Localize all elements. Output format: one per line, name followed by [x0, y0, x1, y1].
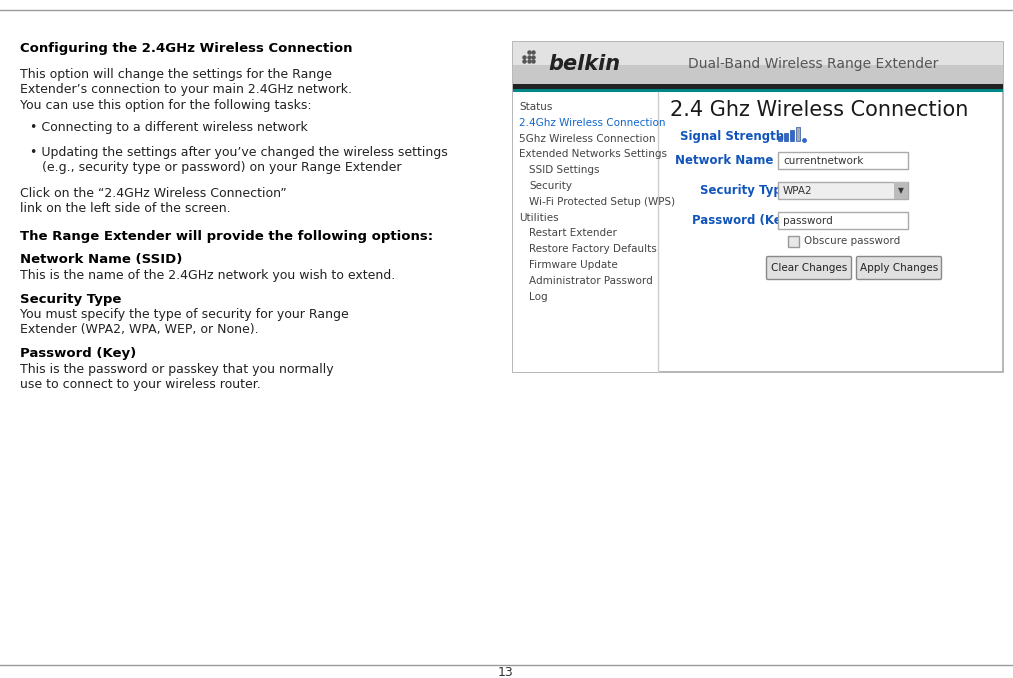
Bar — [778, 136, 782, 141]
Text: Click on the “2.4GHz Wireless Connection”: Click on the “2.4GHz Wireless Connection… — [20, 187, 287, 200]
Text: link on the left side of the screen.: link on the left side of the screen. — [20, 203, 231, 216]
Text: Utilities: Utilities — [519, 213, 558, 222]
Text: Security Type: Security Type — [700, 184, 790, 197]
Text: Extender (WPA2, WPA, WEP, or None).: Extender (WPA2, WPA, WEP, or None). — [20, 323, 258, 336]
Text: Wi-Fi Protected Setup (WPS): Wi-Fi Protected Setup (WPS) — [529, 197, 675, 207]
Bar — [513, 42, 1003, 65]
Text: Log: Log — [529, 292, 548, 302]
Text: Firmware Update: Firmware Update — [529, 260, 618, 270]
Text: Security: Security — [529, 181, 572, 191]
Text: Apply Changes: Apply Changes — [860, 263, 938, 273]
Text: Network Name (SSID): Network Name (SSID) — [675, 154, 819, 167]
Text: You can use this option for the following tasks:: You can use this option for the followin… — [20, 99, 312, 112]
Bar — [790, 130, 794, 141]
Bar — [513, 42, 1003, 372]
Text: Obscure password: Obscure password — [804, 237, 901, 247]
Text: Restart Extender: Restart Extender — [529, 228, 617, 239]
Bar — [788, 236, 799, 247]
Bar — [513, 84, 1003, 89]
Bar — [784, 133, 788, 141]
Text: ▼: ▼ — [899, 186, 904, 195]
Text: Signal Strength: Signal Strength — [680, 130, 784, 143]
Text: (e.g., security type or password) on your Range Extender: (e.g., security type or password) on you… — [42, 161, 401, 174]
Text: Restore Factory Defaults: Restore Factory Defaults — [529, 244, 656, 254]
Text: use to connect to your wireless router.: use to connect to your wireless router. — [20, 378, 260, 391]
Bar — [513, 89, 1003, 92]
Text: The Range Extender will provide the following options:: The Range Extender will provide the foll… — [20, 230, 434, 243]
Text: SSID Settings: SSID Settings — [529, 165, 600, 175]
Text: Configuring the 2.4GHz Wireless Connection: Configuring the 2.4GHz Wireless Connecti… — [20, 42, 353, 55]
Text: You must specify the type of security for your Range: You must specify the type of security fo… — [20, 308, 348, 321]
Bar — [778, 152, 908, 169]
Text: • Updating the settings after you’ve changed the wireless settings: • Updating the settings after you’ve cha… — [30, 146, 448, 159]
Text: Extender’s connection to your main 2.4GHz network.: Extender’s connection to your main 2.4GH… — [20, 83, 352, 96]
Text: This option will change the settings for the Range: This option will change the settings for… — [20, 68, 332, 81]
Text: 13: 13 — [498, 666, 514, 678]
Text: 5Ghz Wireless Connection: 5Ghz Wireless Connection — [519, 134, 655, 144]
Text: belkin: belkin — [548, 54, 620, 74]
Bar — [796, 127, 800, 141]
Bar — [778, 182, 908, 199]
Text: Status: Status — [519, 102, 552, 112]
Bar — [513, 42, 1003, 84]
Text: password: password — [783, 216, 833, 226]
Text: Administrator Password: Administrator Password — [529, 276, 652, 286]
Bar — [894, 182, 908, 199]
FancyBboxPatch shape — [857, 256, 941, 279]
Text: Password (Key): Password (Key) — [692, 214, 795, 227]
Text: Extended Networks Settings: Extended Networks Settings — [519, 149, 667, 159]
Text: Clear Changes: Clear Changes — [771, 263, 847, 273]
Bar — [778, 212, 908, 229]
Text: Dual-Band Wireless Range Extender: Dual-Band Wireless Range Extender — [688, 57, 938, 71]
Bar — [513, 92, 658, 372]
Text: 2.4 Ghz Wireless Connection: 2.4 Ghz Wireless Connection — [670, 100, 968, 120]
Text: 2.4Ghz Wireless Connection: 2.4Ghz Wireless Connection — [519, 118, 666, 127]
FancyBboxPatch shape — [767, 256, 852, 279]
Text: This is the name of the 2.4GHz network you wish to extend.: This is the name of the 2.4GHz network y… — [20, 269, 395, 282]
Text: Network Name (SSID): Network Name (SSID) — [20, 254, 182, 266]
Text: Password (Key): Password (Key) — [20, 347, 137, 360]
Text: • Connecting to a different wireless network: • Connecting to a different wireless net… — [30, 121, 308, 134]
Text: WPA2: WPA2 — [783, 186, 812, 195]
Text: Security Type: Security Type — [20, 292, 122, 306]
Text: This is the password or passkey that you normally: This is the password or passkey that you… — [20, 363, 333, 376]
Text: currentnetwork: currentnetwork — [783, 155, 863, 165]
